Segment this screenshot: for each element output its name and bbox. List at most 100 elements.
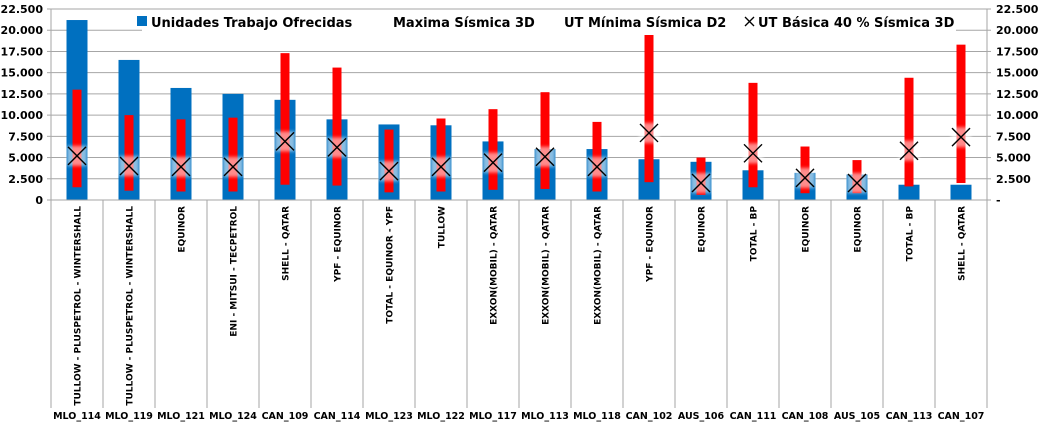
- marker-ut-basica: [795, 167, 815, 188]
- right-tick-label: 7.500: [996, 130, 1031, 143]
- category-code-label: MLO_117: [469, 411, 517, 422]
- marker-stroke: [223, 157, 243, 177]
- marker-ut-basica: [483, 152, 503, 173]
- category-code-label: MLO_122: [417, 411, 465, 422]
- left-tick-label: 10.000: [1, 109, 44, 122]
- legend-label-minima: UT Mínima Sísmica D2: [564, 16, 726, 31]
- category-company-label: EQUINOR: [178, 206, 188, 253]
- category-company-label: YPF - EQUINOR: [334, 206, 344, 283]
- category-code-label: CAN_102: [626, 411, 673, 422]
- left-tick-label: 22.500: [1, 3, 44, 16]
- marker-stroke: [379, 161, 399, 181]
- marker-ut-basica: [743, 143, 763, 164]
- right-tick-label: 15.000: [996, 67, 1039, 80]
- left-tick-label: 15.000: [1, 67, 44, 80]
- category-company-label: EXXON(MOBIL) - QATAR: [594, 206, 604, 325]
- marker-ut-basica: [275, 131, 295, 152]
- category-code-label: CAN_108: [782, 411, 829, 422]
- marker-ut-basica: [691, 173, 711, 194]
- marker-stroke: [847, 173, 867, 193]
- category-code-label: MLO_123: [365, 411, 413, 422]
- category-code-label: CAN_111: [730, 411, 777, 422]
- bar-sismica-range: [332, 67, 342, 186]
- category-code-label: AUS_106: [678, 411, 725, 422]
- marker-ut-basica: [951, 127, 971, 148]
- legend: Unidades Trabajo Ofrecidas Maxima Sísmic…: [137, 10, 956, 35]
- x-axis: TULLOW - PLUSPETROL - WINTERSHALL MLO_114…: [47, 199, 991, 422]
- right-y-axis: - 2.500 5.000 7.500 10.000 12.500 15.000 17.500…: [986, 3, 1039, 207]
- bar-sismica-range: [956, 44, 966, 184]
- bar-sismica-range: [72, 89, 82, 188]
- category-company-label: TOTAL - EQUINOR - YPF: [386, 206, 396, 324]
- marker-ut-basica: [67, 145, 87, 166]
- right-tick-label: 10.000: [996, 109, 1039, 122]
- bar-sismica-range: [228, 117, 238, 192]
- legend-background: [142, 10, 956, 35]
- right-tick-label: 2.500: [996, 173, 1031, 186]
- bar-sismica-range: [644, 32, 654, 183]
- left-tick-label: 20.000: [1, 24, 44, 37]
- left-tick-label: 12.500: [1, 88, 44, 101]
- gridlines: [51, 8, 987, 180]
- marker-stroke: [431, 157, 451, 177]
- legend-label-basica: UT Básica 40 % Sísmica 3D: [758, 16, 955, 31]
- marker-stroke: [327, 137, 347, 157]
- x-marker-icon: [744, 16, 755, 27]
- legend-label-maxima: Maxima Sísmica 3D: [393, 16, 535, 31]
- category-company-label: ENI - MITSUI - TECPETROL: [230, 206, 240, 337]
- right-tick-label: 20.000: [996, 24, 1039, 37]
- marker-stroke: [275, 131, 295, 151]
- marker-stroke: [483, 153, 503, 173]
- category-company-label: EQUINOR: [698, 206, 708, 253]
- marker-ut-basica: [327, 137, 347, 158]
- marker-stroke: [951, 127, 971, 147]
- marker-stroke: [535, 147, 555, 167]
- marker-stroke: [119, 156, 139, 176]
- bar-sismica-range: [280, 53, 290, 185]
- marker-stroke: [795, 168, 815, 188]
- category-code-label: MLO_114: [53, 411, 101, 422]
- marker-ut-basica: [535, 146, 555, 167]
- right-tick-label: 12.500: [996, 88, 1039, 101]
- marker-ut-basica: [379, 161, 399, 182]
- category-company-label: EXXON(MOBIL) - QATAR: [490, 206, 500, 325]
- category-company-label: SHELL - QATAR: [282, 206, 292, 281]
- category-code-label: AUS_105: [834, 411, 880, 422]
- left-tick-label: 2.500: [8, 173, 43, 186]
- category-code-label: MLO_124: [209, 411, 257, 422]
- bar-sismica-range: [124, 115, 134, 191]
- category-code-label: MLO_118: [573, 411, 621, 422]
- bar-sismica-range: [384, 129, 394, 193]
- category-company-label: TOTAL - BP: [750, 206, 760, 262]
- bar-sismica-range: [540, 92, 550, 189]
- marker-ut-basica: [587, 156, 607, 177]
- left-tick-label: 7.500: [8, 130, 43, 143]
- marker-ut-basica: [223, 156, 243, 177]
- marker-stroke: [743, 143, 763, 163]
- category-code-label: MLO_121: [157, 411, 205, 422]
- markers-ut-basica: [67, 122, 971, 194]
- bar-sismica-range: [488, 109, 498, 190]
- right-tick-label: -: [996, 194, 1001, 207]
- right-tick-label: 22.500: [996, 3, 1039, 16]
- category-code-label: CAN_109: [262, 411, 309, 422]
- bar-sismica-range: [592, 121, 602, 192]
- bar-sismica-range: [436, 118, 446, 192]
- bar-sismica-range: [904, 77, 914, 187]
- category-code-label: CAN_107: [938, 411, 985, 422]
- bars-sismica-range: [72, 32, 966, 195]
- category-company-label: SHELL - QATAR: [958, 206, 968, 281]
- marker-ut-basica: [899, 140, 919, 161]
- marker-stroke: [639, 123, 659, 143]
- marker-ut-basica: [171, 156, 191, 177]
- left-y-axis: 0 2.500 5.000 7.500 10.000 12.500 15.000 17.500…: [1, 3, 52, 207]
- bar-sismica-range: [176, 119, 186, 192]
- category-company-label: TULLOW - PLUSPETROL - WINTERSHALL: [74, 206, 84, 406]
- legend-swatch-unidades: [137, 16, 147, 26]
- right-tick-label: 5.000: [996, 152, 1031, 165]
- right-tick-label: 17.500: [996, 45, 1039, 58]
- category-company-label: EQUINOR: [854, 206, 864, 253]
- marker-stroke: [899, 141, 919, 161]
- marker-ut-basica: [431, 156, 451, 177]
